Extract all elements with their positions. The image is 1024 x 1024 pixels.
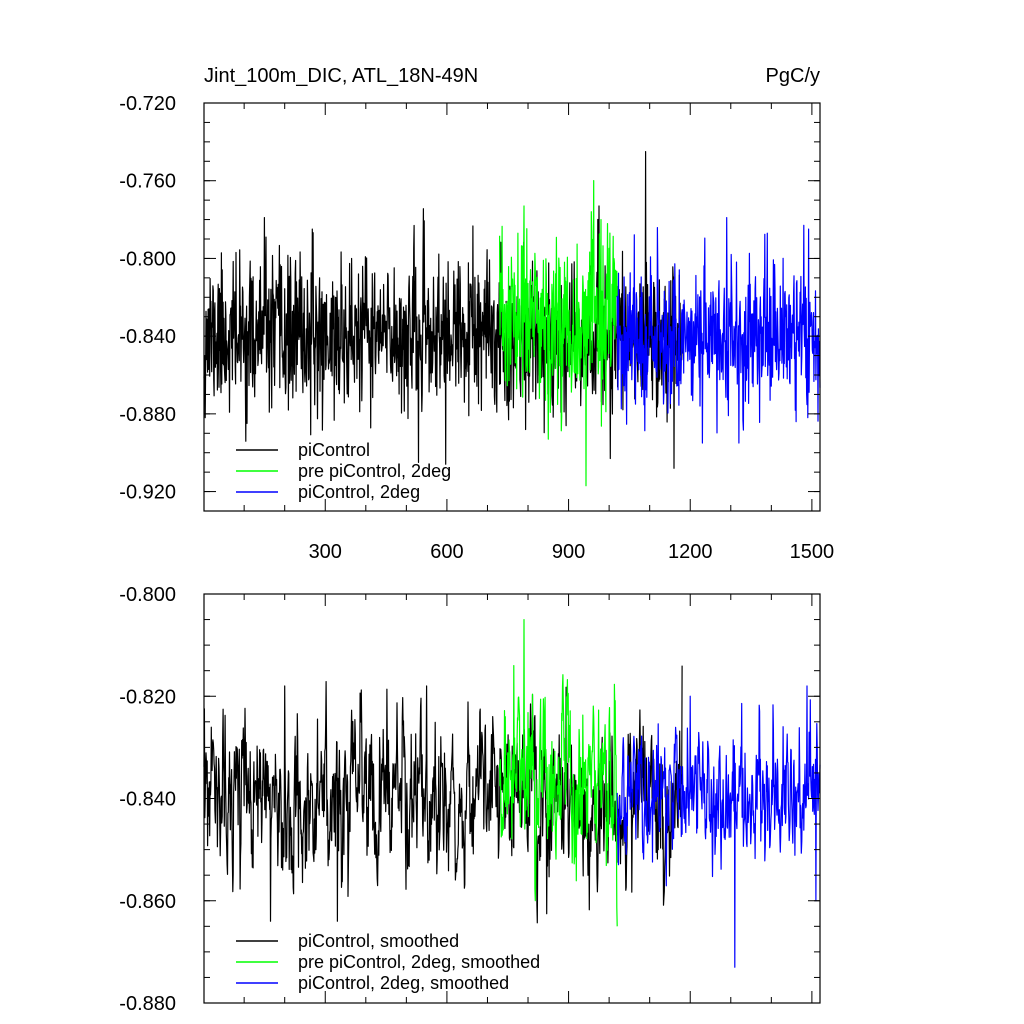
x-tick-label: 1200 — [668, 541, 713, 563]
top-panel: Jint_100m_DIC, ATL_18N-49N PgC/y -0.720-… — [119, 65, 834, 563]
bottom-series-pre-picontrol-2deg-smoothed — [499, 618, 618, 927]
y-tick-label: -0.880 — [119, 993, 176, 1015]
legend-label-piControl: piControl — [298, 440, 370, 460]
bottom-legend: piControl, smoothed pre piControl, 2deg,… — [236, 931, 540, 993]
top-series-group — [203, 151, 821, 487]
bottom-series-group — [203, 618, 821, 968]
y-tick-label: -0.800 — [119, 584, 176, 606]
y-tick-label: -0.760 — [119, 171, 176, 193]
legend-label-piControl-2deg: piControl, 2deg — [298, 482, 420, 502]
bottom-series-picontrol-2deg-smoothed — [616, 685, 821, 968]
top-ticks-group: -0.720 -0.760 -0.800 -0.840 -0.880 -0.920 300 6… — [119, 93, 834, 563]
top-series-picontrol-2deg — [616, 217, 821, 444]
y-tick-label: -0.800 — [119, 248, 176, 270]
legend-label-pre-piControl-2deg-smoothed: pre piControl, 2deg, smoothed — [298, 952, 540, 972]
x-tick-label: 600 — [430, 541, 463, 563]
y-tick-label: -0.840 — [119, 789, 176, 811]
legend-label-piControl-smoothed: piControl, smoothed — [298, 931, 459, 951]
bottom-panel: -0.800 -0.820 -0.840 -0.860 -0.880 piControl… — [119, 584, 821, 1015]
x-tick-label: 1500 — [790, 541, 835, 563]
y-tick-label: -0.860 — [119, 891, 176, 913]
bottom-ticks-group: -0.800 -0.820 -0.840 -0.860 -0.880 — [119, 584, 820, 1015]
legend-label-pre-piControl-2deg: pre piControl, 2deg — [298, 461, 451, 481]
x-tick-label: 300 — [309, 541, 342, 563]
y-tick-label: -0.920 — [119, 482, 176, 504]
y-tick-label: -0.880 — [119, 404, 176, 426]
y-tick-label: -0.720 — [119, 93, 176, 115]
y-tick-label: -0.840 — [119, 326, 176, 348]
top-legend: piControl pre piControl, 2deg piControl,… — [236, 440, 451, 502]
chart-title: Jint_100m_DIC, ATL_18N-49N — [204, 65, 478, 87]
legend-label-piControl-2deg-smoothed: piControl, 2deg, smoothed — [298, 973, 509, 993]
top-plot-frame — [203, 102, 821, 512]
y-tick-label: -0.820 — [119, 686, 176, 708]
top-series-pre-picontrol-2deg — [499, 180, 618, 487]
units-label: PgC/y — [766, 65, 820, 87]
x-tick-label: 900 — [552, 541, 585, 563]
